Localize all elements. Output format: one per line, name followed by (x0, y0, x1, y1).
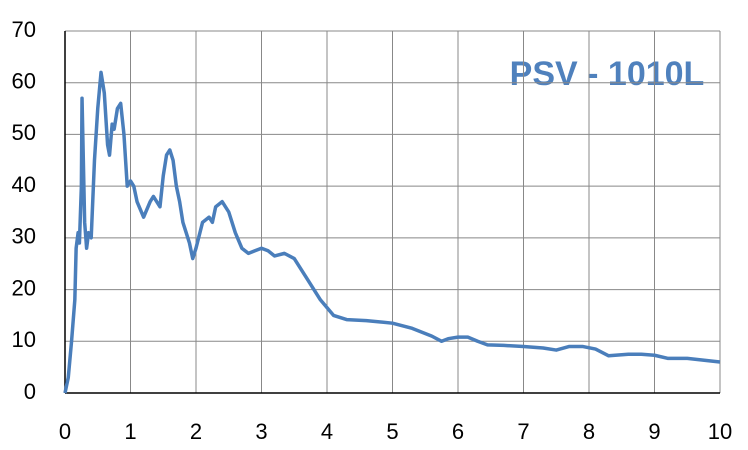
x-tick-label: 7 (517, 419, 529, 444)
x-tick-label: 3 (255, 419, 267, 444)
x-tick-label: 9 (648, 419, 660, 444)
x-tick-label: 2 (190, 419, 202, 444)
y-tick-label: 50 (12, 120, 36, 145)
y-tick-label: 30 (12, 224, 36, 249)
y-tick-label: 0 (24, 379, 36, 404)
x-tick-label: 0 (59, 419, 71, 444)
y-tick-label: 10 (12, 327, 36, 352)
x-tick-label: 4 (321, 419, 333, 444)
data-line (63, 70, 721, 394)
x-tick-label: 1 (124, 419, 136, 444)
y-tick-label: 70 (12, 17, 36, 42)
x-tick-label: 5 (386, 419, 398, 444)
x-tick-label: 10 (708, 419, 732, 444)
x-tick-label: 8 (583, 419, 595, 444)
x-tick-label: 6 (452, 419, 464, 444)
y-tick-label: 40 (12, 172, 36, 197)
chart-title: PSV - 1010L (510, 55, 705, 93)
y-tick-label: 60 (12, 69, 36, 94)
y-tick-label: 20 (12, 275, 36, 300)
